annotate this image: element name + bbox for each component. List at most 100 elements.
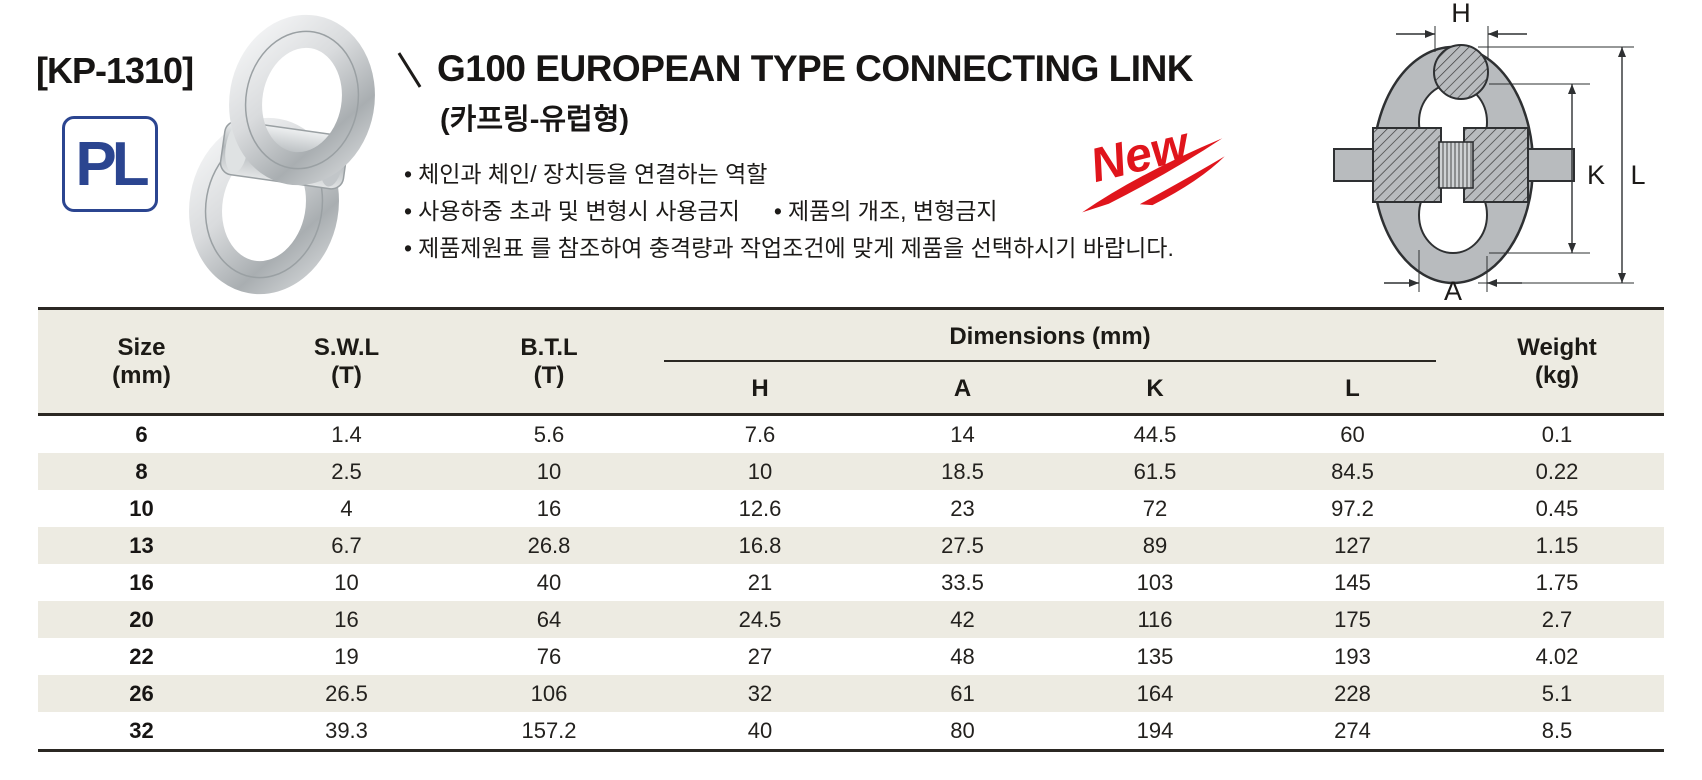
cell-k: 116: [1137, 606, 1173, 632]
title-block: G100 EUROPEAN TYPE CONNECTING LINK (카프링-…: [397, 48, 1194, 138]
spec-table-body: 6 1.4 5.6 7.6 14 44.5 60 0.1 8 2.5 10 10 18.5 61.5 84.…: [38, 415, 1664, 752]
cell-weight: 0.1: [1541, 421, 1573, 447]
note-line-3: • 제품제원표 를 참조하여 충격량과 작업조건에 맞게 제품을 선택하시기 바랍…: [404, 230, 1174, 267]
dim-label-a: A: [1444, 276, 1462, 302]
product-photo-connecting-link: [189, 14, 375, 295]
pl-logo: PL: [62, 116, 158, 212]
dim-label-l: L: [1630, 160, 1645, 190]
cell-h: 24.5: [738, 606, 782, 632]
cell-weight: 1.75: [1535, 569, 1579, 595]
cell-weight: 4.02: [1535, 643, 1579, 669]
cell-size: 8: [135, 458, 148, 484]
cell-h: 40: [650, 712, 870, 752]
cell-swl: 1.4: [331, 421, 362, 447]
cell-a: 27.5: [941, 532, 984, 558]
technical-diagram: H K L A: [1333, 0, 1646, 302]
diagram-section-circle: [1433, 44, 1489, 100]
cell-swl: 39.3: [245, 712, 448, 752]
cell-l: 274: [1255, 712, 1450, 752]
cell-btl: 106: [530, 680, 568, 706]
dim-label-h: H: [1451, 0, 1471, 28]
cell-size: 32: [38, 712, 245, 752]
cell-l: 175: [1334, 606, 1371, 632]
cell-weight: 8.5: [1450, 712, 1664, 752]
cell-a: 80: [870, 712, 1055, 752]
bullet-icon: •: [404, 161, 413, 187]
cell-l: 228: [1334, 680, 1371, 706]
cell-a: 48: [950, 643, 975, 669]
cell-size: 13: [129, 532, 154, 558]
cell-btl: 40: [536, 569, 562, 595]
table-row: 26 26.5 106 32 61 164 228 5.1: [38, 675, 1664, 712]
cell-a: 14: [950, 421, 975, 447]
header-size: Size (mm): [38, 308, 245, 416]
table-row: 10 4 16 12.6 23 72 97.2 0.45: [38, 490, 1664, 527]
cell-btl: 5.6: [533, 421, 565, 447]
header-dim-k: K: [1055, 364, 1255, 416]
product-code: [KP-1310]: [36, 50, 194, 91]
cell-size: 20: [129, 606, 154, 632]
cell-h: 16.8: [738, 532, 782, 558]
cell-l: 145: [1334, 569, 1371, 595]
spec-table-header: Size (mm) S.W.L (T) B.T.L (T) Dimensions (m…: [38, 308, 1664, 416]
diagram-dimensions: [1384, 26, 1634, 292]
cell-swl: 19: [334, 643, 359, 669]
note-text: 체인과 체인/ 장치등을 연결하는 역할: [418, 161, 768, 187]
cell-weight: 5.1: [1541, 680, 1573, 706]
table-row: 13 6.7 26.8 16.8 27.5 89 127 1.15: [38, 527, 1664, 564]
cell-a: 42: [950, 606, 975, 632]
cell-swl: 10: [334, 569, 359, 595]
cell-weight: 0.45: [1535, 495, 1579, 521]
bullet-icon: •: [404, 198, 413, 224]
cell-size: 22: [129, 643, 154, 669]
bullet-icon: •: [773, 198, 782, 224]
cell-a: 23: [950, 495, 975, 521]
cell-a: 33.5: [941, 569, 984, 595]
header-weight: Weight (kg): [1450, 308, 1664, 416]
header-dim-l: L: [1255, 364, 1450, 416]
diagram-thread: [1438, 141, 1474, 189]
link-top-half: [229, 14, 375, 186]
note-text: 사용하중 초과 및 변형시 사용금지: [418, 198, 740, 224]
cell-k: 89: [1142, 532, 1168, 558]
cell-h: 10: [747, 458, 773, 484]
title-slash-decoration: [397, 52, 422, 88]
table-row: 20 16 64 24.5 42 116 175 2.7: [38, 601, 1664, 638]
cell-size: 16: [129, 569, 154, 595]
cell-h: 12.6: [738, 495, 782, 521]
cell-h: 7.6: [744, 421, 776, 447]
cell-btl: 76: [536, 643, 562, 669]
cell-k: 103: [1136, 569, 1174, 595]
cell-swl: 2.5: [331, 458, 362, 484]
cell-weight: 0.22: [1535, 458, 1579, 484]
cell-k: 135: [1136, 643, 1174, 669]
page-subtitle: (카프링-유럽형): [440, 104, 630, 136]
cell-swl: 6.7: [331, 532, 362, 558]
new-badge-swoosh: [1082, 138, 1223, 213]
cell-swl: 4: [340, 495, 353, 521]
cell-k: 164: [1136, 680, 1174, 706]
cell-a: 18.5: [941, 458, 984, 484]
new-badge: New: [1082, 117, 1225, 213]
note-line-2: • 사용하중 초과 및 변형시 사용금지 • 제품의 개조, 변형금지: [404, 193, 1174, 230]
cell-k: 72: [1142, 495, 1168, 521]
cell-l: 60: [1340, 421, 1365, 447]
cell-k: 44.5: [1133, 421, 1177, 447]
table-row: 16 10 40 21 33.5 103 145 1.75: [38, 564, 1664, 601]
cell-btl: 16: [536, 495, 562, 521]
diagram-labels: H K L A: [1444, 0, 1646, 302]
cell-k: 194: [1055, 712, 1255, 752]
pl-logo-text: PL: [75, 129, 149, 199]
cell-btl: 10: [536, 458, 562, 484]
cell-h: 32: [747, 680, 773, 706]
header-btl: B.T.L (T): [448, 308, 650, 416]
cell-btl: 157.2: [448, 712, 650, 752]
header-dim-a: A: [870, 364, 1055, 416]
cell-size: 26: [129, 680, 154, 706]
cell-weight: 2.7: [1541, 606, 1573, 632]
note-line-1: • 체인과 체인/ 장치등을 연결하는 역할: [404, 156, 1174, 193]
cell-l: 127: [1334, 532, 1371, 558]
note-text: 제품의 개조, 변형금지: [787, 198, 998, 224]
cell-swl: 16: [334, 606, 359, 632]
